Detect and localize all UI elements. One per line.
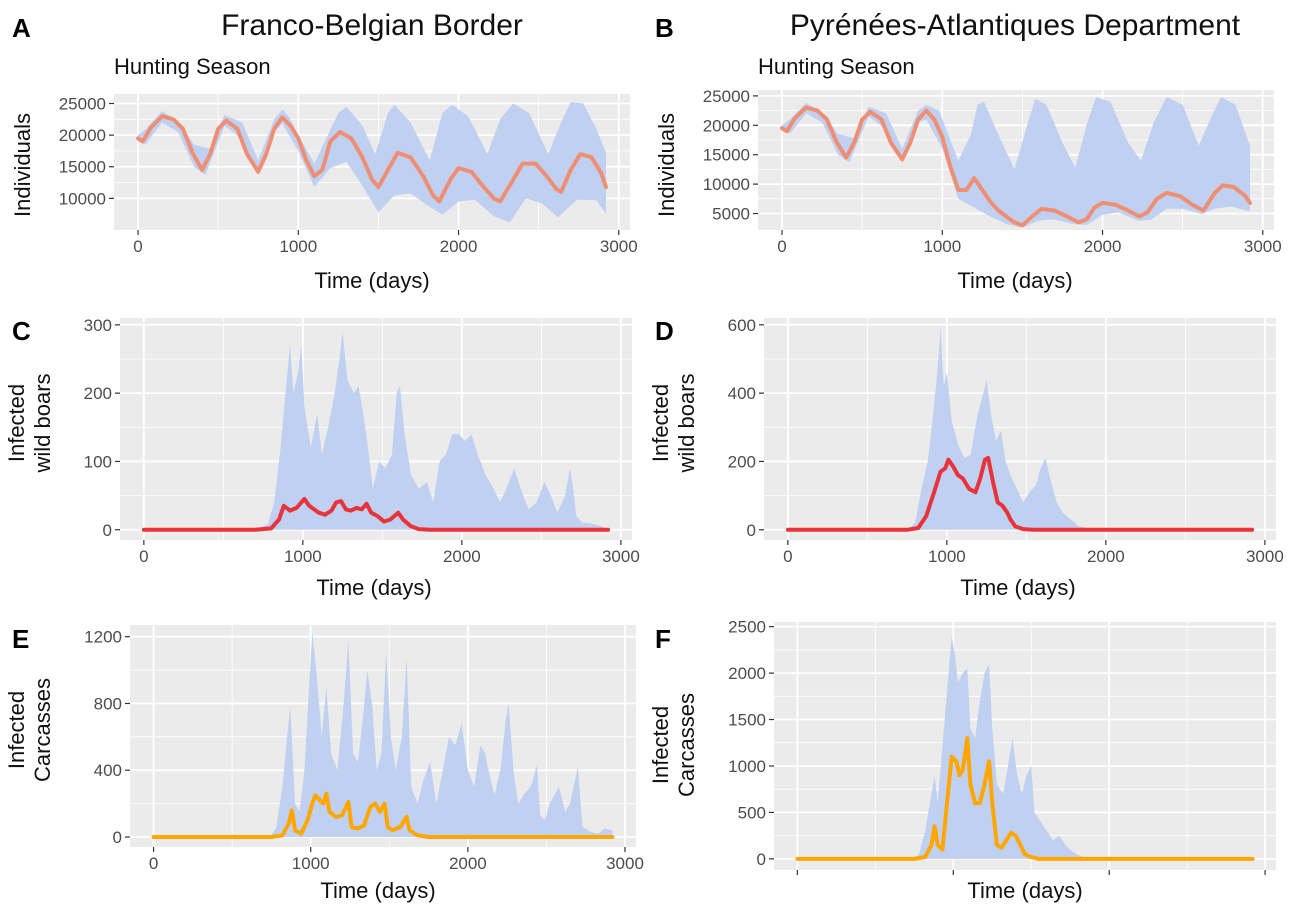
x-tick-label: 3000 xyxy=(602,547,640,566)
mean-line xyxy=(795,736,1255,861)
y-tick-label: 15000 xyxy=(703,146,750,165)
x-axis-label: Time (days) xyxy=(320,878,435,903)
x-tick-label: 3000 xyxy=(606,854,644,873)
y-tick-label: 2000 xyxy=(728,664,766,683)
y-tick-label: 0 xyxy=(757,850,766,869)
y-axis-label: Infected Carcasses xyxy=(648,693,699,797)
x-tick-label: 2000 xyxy=(449,854,487,873)
y-axis-label-line: Carcasses xyxy=(30,678,55,782)
panel-letter: E xyxy=(12,624,29,654)
y-axis-label-line: Infected xyxy=(648,706,673,784)
y-tick-label: 400 xyxy=(94,761,122,780)
x-tick-label: 0 xyxy=(149,854,158,873)
mean-line xyxy=(780,105,1252,228)
y-axis-label: Individuals xyxy=(10,113,35,217)
x-tick-label: 3000 xyxy=(1246,547,1284,566)
y-tick-label: 400 xyxy=(728,384,756,403)
x-tick-label: 1000 xyxy=(292,854,330,873)
y-axis-label: Individuals xyxy=(654,113,679,217)
x-tick-label: 2000 xyxy=(440,237,478,256)
x-tick-label: 1000 xyxy=(923,237,961,256)
panel-c: 0 1000 2000 3000 0 100 200 300 C Time (days) Infec… xyxy=(4,316,640,600)
y-tick-label: 1000 xyxy=(728,757,766,776)
mean-line xyxy=(785,456,1255,532)
y-tick-label: 1200 xyxy=(84,628,122,647)
y-tick-label: 300 xyxy=(84,316,112,335)
x-tick-label: 0 xyxy=(139,547,148,566)
y-axis-label-line: Individuals xyxy=(10,113,35,217)
column-title-right: Pyrénées-Atlantiques Department xyxy=(790,9,1241,42)
panel-f: 0 500 1000 1500 2000 2500 F Time (days) Infected… xyxy=(648,618,1276,903)
y-tick-label: 10000 xyxy=(703,175,750,194)
y-axis-label-line: Carcasses xyxy=(674,693,699,797)
mean-line xyxy=(151,791,615,839)
y-tick-label: 0 xyxy=(113,828,122,847)
panel-letter: C xyxy=(12,316,31,346)
x-tick-label: 0 xyxy=(777,237,786,256)
panel-letter: F xyxy=(655,624,671,654)
y-tick-label: 200 xyxy=(728,452,756,471)
x-axis-label: Time (days) xyxy=(316,575,431,600)
y-axis-label-line: Individuals xyxy=(654,113,679,217)
panel-letter: B xyxy=(655,13,674,43)
uncertainty-band xyxy=(797,635,1253,859)
x-tick-label: 1000 xyxy=(928,547,966,566)
uncertainty-band xyxy=(782,97,1250,228)
y-axis-label: Infected wild boars xyxy=(4,373,55,473)
x-tick-label: 1000 xyxy=(279,237,317,256)
y-tick-label: 25000 xyxy=(59,94,106,113)
y-tick-label: 10000 xyxy=(59,189,106,208)
y-tick-label: 5000 xyxy=(712,205,750,224)
x-tick-label: 3000 xyxy=(1244,237,1282,256)
x-tick-label: 1000 xyxy=(284,547,322,566)
y-tick-label: 500 xyxy=(738,803,766,822)
y-tick-label: 600 xyxy=(728,316,756,335)
panel-letter: A xyxy=(12,13,31,43)
uncertainty-band xyxy=(153,631,613,837)
y-axis-label-line: Infected xyxy=(648,384,673,462)
panel-subtitle: Hunting Season xyxy=(114,54,271,79)
x-tick-label: 2000 xyxy=(1087,547,1125,566)
y-tick-label: 0 xyxy=(103,521,112,540)
y-tick-label: 20000 xyxy=(59,126,106,145)
y-axis-label-line: wild boars xyxy=(30,373,55,473)
y-axis-label: Infected wild boars xyxy=(648,373,699,473)
mean-line xyxy=(136,114,608,204)
y-tick-label: 25000 xyxy=(703,87,750,106)
uncertainty-band xyxy=(143,331,609,530)
panel-b: 0 1000 2000 3000 5000 10000 15000 20000 25000 B Hu… xyxy=(654,13,1282,293)
y-axis-label-line: Infected xyxy=(4,384,29,462)
x-tick-label: 0 xyxy=(133,237,142,256)
y-axis-label-line: Infected xyxy=(4,691,29,769)
x-tick-label: 3000 xyxy=(600,237,638,256)
y-tick-label: 2500 xyxy=(728,618,766,637)
y-tick-label: 15000 xyxy=(59,158,106,177)
panel-d: 0 1000 2000 3000 0 200 400 600 D Time (days) Infec… xyxy=(648,316,1284,600)
mean-line xyxy=(141,497,611,532)
y-tick-label: 20000 xyxy=(703,116,750,135)
x-tick-label: 2000 xyxy=(1084,237,1122,256)
panel-e: 0 1000 2000 3000 0 400 800 1200 E Time (days) Infe… xyxy=(4,624,644,903)
y-tick-label: 1500 xyxy=(728,711,766,730)
column-title-left: Franco-Belgian Border xyxy=(221,9,523,42)
x-tick-label: 2000 xyxy=(443,547,481,566)
y-tick-label: 100 xyxy=(84,452,112,471)
y-tick-label: 800 xyxy=(94,694,122,713)
x-tick-label: 0 xyxy=(783,547,792,566)
y-tick-label: 200 xyxy=(84,384,112,403)
y-axis-label-line: wild boars xyxy=(674,373,699,473)
y-axis-label: Infected Carcasses xyxy=(4,678,55,782)
x-axis-label: Time (days) xyxy=(957,268,1072,293)
x-axis-label: Time (days) xyxy=(967,878,1082,903)
y-tick-label: 0 xyxy=(747,521,756,540)
chart-panels: 0 1000 2000 300010000150002000025000AHuntin… xyxy=(4,13,1284,903)
x-axis-label: Time (days) xyxy=(960,575,1075,600)
panel-letter: D xyxy=(655,316,674,346)
panel-subtitle: Hunting Season xyxy=(758,54,915,79)
panel-a: 0 1000 2000 3000 10000 15000 20000 25000 A Huntin… xyxy=(10,13,638,293)
x-axis-label: Time (days) xyxy=(314,268,429,293)
